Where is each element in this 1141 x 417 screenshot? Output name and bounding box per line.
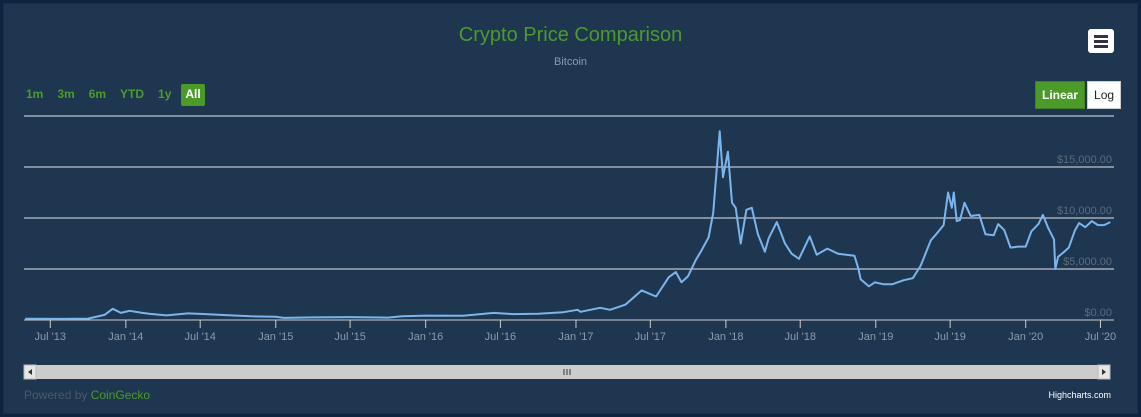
- x-tick-label: Jan '18: [708, 331, 743, 343]
- range-selector: 1m 3m 6m YTD 1y All: [22, 84, 205, 106]
- y-tick-label: $0.00: [1084, 307, 1112, 319]
- chevron-right-icon: [1102, 369, 1106, 375]
- x-tick-label: Jul '17: [635, 331, 666, 343]
- x-tick-label: Jan '19: [858, 331, 893, 343]
- y-tick-label: $15,000.00: [1057, 154, 1112, 166]
- chart-subtitle: Bitcoin: [553, 56, 588, 68]
- x-tick-label: Jul '18: [784, 331, 815, 343]
- y-tick-label: $5,000.00: [1063, 256, 1112, 268]
- range-button-3m[interactable]: 3m: [57, 87, 75, 101]
- x-tick-label: Jan '14: [108, 331, 143, 343]
- x-tick-label: Jan '20: [1008, 331, 1043, 343]
- x-tick-label: Jan '17: [558, 331, 593, 343]
- chart-plot: $0.00 $5,000.00 $10,000.00 $15,000.00 Jul '…: [23, 115, 1116, 380]
- highcharts-credit[interactable]: Highcharts.com: [1048, 390, 1111, 400]
- y-tick-label: $10,000.00: [1057, 205, 1112, 217]
- x-tick-label: Jan '16: [408, 331, 443, 343]
- linear-scale-button[interactable]: Linear: [1035, 81, 1086, 109]
- scale-toggle: Linear Log: [1035, 81, 1122, 109]
- range-button-1y[interactable]: 1y: [158, 87, 172, 101]
- powered-by-credit: Powered by CoinGecko: [24, 388, 150, 402]
- range-button-ytd[interactable]: YTD: [120, 87, 145, 101]
- x-tick-label: Jul '13: [35, 331, 66, 343]
- chart-container: Crypto Price Comparison Bitcoin 1m 3m 6m…: [3, 3, 1138, 414]
- range-button-all[interactable]: All: [181, 84, 205, 106]
- series-line-bitcoin[interactable]: [25, 130, 1111, 320]
- coingecko-link[interactable]: CoinGecko: [90, 388, 151, 402]
- x-tick-label: Jul '14: [184, 331, 215, 343]
- hamburger-menu-icon[interactable]: [1088, 29, 1114, 53]
- chevron-left-icon: [28, 369, 32, 375]
- x-tick-label: Jul '15: [334, 331, 365, 343]
- scrollbar-grip-icon[interactable]: [563, 369, 571, 375]
- range-button-6m[interactable]: 6m: [88, 87, 107, 101]
- x-tick-label: Jul '20: [1085, 331, 1116, 343]
- chart-title: Crypto Price Comparison: [458, 24, 683, 46]
- range-button-1m[interactable]: 1m: [26, 87, 44, 101]
- powered-by-prefix: Powered by: [24, 388, 91, 402]
- log-scale-button[interactable]: Log: [1087, 81, 1122, 109]
- x-tick-label: Jul '16: [485, 331, 516, 343]
- x-tick-label: Jan '15: [258, 331, 293, 343]
- x-tick-label: Jul '19: [934, 331, 965, 343]
